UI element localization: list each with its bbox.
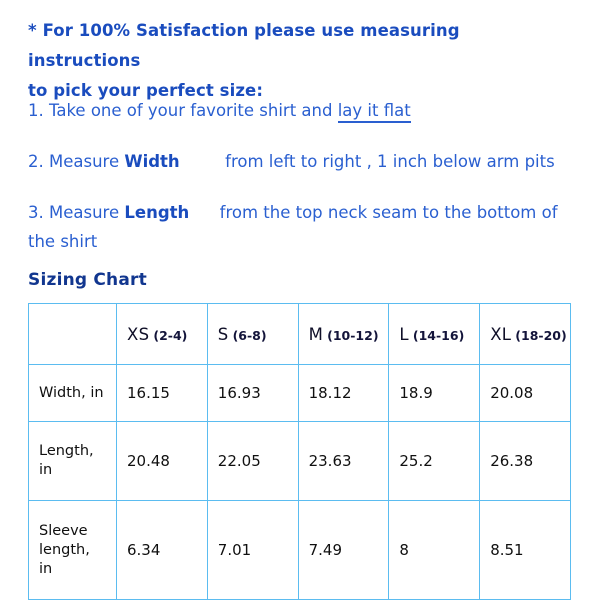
table-row: Width, in 16.15 16.93 18.12 18.9 20.08 bbox=[28, 364, 571, 422]
size-range-l: (14-16) bbox=[412, 327, 465, 343]
row-label-width: Width, in bbox=[28, 364, 117, 422]
cell-length-xs: 20.48 bbox=[116, 421, 208, 501]
cell-width-xl: 20.08 bbox=[479, 364, 571, 422]
column-header-xs: XS (2-4) bbox=[116, 303, 208, 365]
sizing-chart-table-wrapper: XS (2-4) S (6-8) M (10-12) L (14-16) XL (18-2… bbox=[28, 303, 571, 600]
instruction-step-3: 3. Measure Length L from the top neck sea… bbox=[28, 198, 558, 252]
column-header-l: L (14-16) bbox=[388, 303, 481, 365]
step-2-text-after: from left to right , 1 inch below arm pi… bbox=[219, 152, 555, 171]
cell-width-xs: 16.15 bbox=[116, 364, 208, 422]
cell-width-m: 18.12 bbox=[297, 364, 390, 422]
column-header-s: S (6-8) bbox=[206, 303, 299, 365]
cell-sleeve-s: 7.01 bbox=[206, 500, 299, 600]
column-header-m: M (10-12) bbox=[297, 303, 390, 365]
instruction-step-1: 1. Take one of your favorite shirt and l… bbox=[28, 96, 573, 125]
satisfaction-note-line-1: * For 100% Satisfaction please use measu… bbox=[28, 21, 460, 70]
size-letter-xs: XS bbox=[127, 324, 150, 344]
cell-sleeve-m: 7.49 bbox=[297, 500, 390, 600]
step-1-text-before: Take one of your favorite shirt and bbox=[43, 101, 338, 120]
size-letter-xl: XL bbox=[490, 324, 512, 344]
step-3-text-after: from the top neck seam to the bottom of … bbox=[28, 203, 558, 251]
table-corner-cell bbox=[28, 303, 117, 365]
size-range-xs: (2-4) bbox=[153, 327, 188, 343]
satisfaction-note: * For 100% Satisfaction please use measu… bbox=[28, 16, 568, 106]
instruction-step-2: 2. Measure WidthW from left to right , 1… bbox=[28, 146, 555, 182]
measuring-instructions: 1. Take one of your favorite shirt and l… bbox=[28, 96, 573, 256]
step-3-number: 3. bbox=[28, 203, 44, 222]
step-1-number: 1. bbox=[28, 101, 44, 120]
size-range-s: (6-8) bbox=[232, 327, 267, 343]
step-3-keyword: Length bbox=[124, 203, 190, 222]
step-2-text-before: Measure bbox=[43, 152, 125, 171]
cell-sleeve-xs: 6.34 bbox=[116, 500, 208, 600]
sizing-chart-title: Sizing Chart bbox=[28, 270, 147, 290]
sizing-chart-table: XS (2-4) S (6-8) M (10-12) L (14-16) XL (18-2… bbox=[28, 303, 571, 600]
cell-sleeve-xl: 8.51 bbox=[479, 500, 571, 600]
column-header-xl: XL (18-20) bbox=[479, 303, 571, 365]
cell-length-xl: 26.38 bbox=[479, 421, 571, 501]
step-2-number: 2. bbox=[28, 152, 44, 171]
row-label-sleeve-length: Sleeve length, in bbox=[28, 500, 117, 600]
step-1-emphasis: lay it flat bbox=[337, 101, 411, 123]
table-row: Sleeve length, in 6.34 7.01 7.49 8 8.51 bbox=[28, 500, 571, 600]
step-3-text-before: Measure bbox=[43, 203, 125, 222]
size-range-m: (10-12) bbox=[327, 327, 379, 343]
row-label-length: Length, in bbox=[28, 421, 117, 501]
satisfaction-note-line-2: to pick your perfect size: bbox=[28, 81, 264, 100]
table-header-row: XS (2-4) S (6-8) M (10-12) L (14-16) XL (18-2… bbox=[28, 303, 571, 365]
cell-length-l: 25.2 bbox=[388, 421, 481, 501]
size-letter-s: S bbox=[217, 324, 229, 344]
table-row: Length, in 20.48 22.05 23.63 25.2 26.38 bbox=[28, 421, 571, 501]
cell-length-m: 23.63 bbox=[297, 421, 390, 501]
cell-length-s: 22.05 bbox=[206, 421, 299, 501]
size-letter-l: L bbox=[399, 324, 409, 344]
step-2-keyword: Width bbox=[124, 152, 180, 171]
cell-sleeve-l: 8 bbox=[388, 500, 481, 600]
cell-width-l: 18.9 bbox=[388, 364, 481, 422]
size-letter-m: M bbox=[308, 324, 324, 344]
size-range-xl: (18-20) bbox=[515, 327, 567, 343]
cell-width-s: 16.93 bbox=[206, 364, 299, 422]
